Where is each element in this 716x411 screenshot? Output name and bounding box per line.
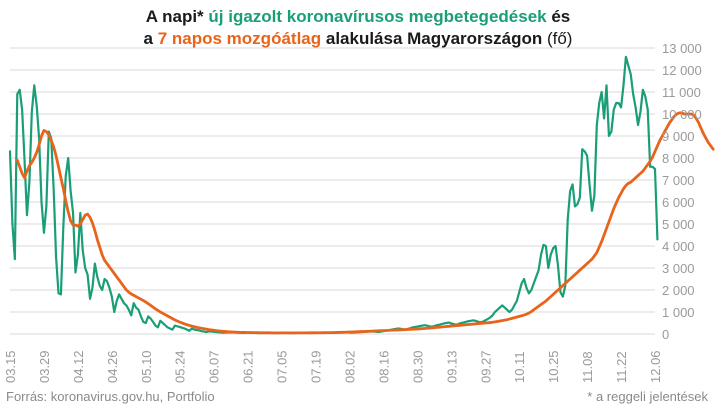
y-tick-label: 1 000	[662, 305, 695, 320]
chart-title: A napi* új igazolt koronavírusos megbete…	[0, 6, 716, 50]
title-line-1: A napi* új igazolt koronavírusos megbete…	[0, 6, 716, 28]
y-tick-label: 0	[662, 327, 669, 342]
x-tick-label: 07.05	[275, 350, 290, 383]
y-tick-label: 5 000	[662, 217, 695, 232]
x-tick-label: 07.19	[309, 350, 324, 383]
y-axis-ticks: 0 1 000 2 000 3 000 4 000 5 000 6 000 7 000 8 00…	[662, 41, 702, 342]
y-tick-label: 4 000	[662, 239, 695, 254]
gridlines	[10, 47, 655, 335]
moving-average-line	[15, 111, 715, 335]
x-tick-label: 08.02	[342, 350, 357, 383]
y-tick-label: 2 000	[662, 283, 695, 298]
y-tick-label: 6 000	[662, 195, 695, 210]
title-daily-highlight: új igazolt koronavírusos megbetegedések	[208, 7, 547, 26]
y-tick-label: 12 000	[662, 63, 702, 78]
x-tick-label: 08.16	[376, 350, 391, 383]
x-tick-label: 03.15	[3, 350, 18, 383]
x-tick-label: 12.06	[648, 350, 663, 383]
x-axis-ticks: 03.15 03.29 04.12 04.26 05.10 05.24 06.07 06.21…	[3, 350, 663, 383]
y-tick-label: 11 000	[662, 85, 701, 100]
x-tick-label: 10.11	[512, 351, 527, 383]
y-tick-label: 9 000	[662, 129, 695, 144]
x-tick-label: 05.10	[139, 350, 154, 383]
x-tick-label: 06.07	[207, 350, 222, 383]
x-tick-label: 04.26	[105, 350, 120, 383]
x-tick-label: 11.22	[614, 351, 629, 383]
title-line-2: a 7 napos mozgóátlag alakulása Magyarors…	[0, 28, 716, 50]
title-text: és	[546, 7, 571, 26]
x-tick-label: 03.29	[37, 350, 52, 383]
y-tick-label: 13 000	[662, 41, 702, 56]
title-unit: (fő)	[542, 29, 573, 48]
title-text: A napi*	[145, 7, 209, 26]
y-tick-label: 7 000	[662, 173, 695, 188]
y-tick-label: 3 000	[662, 261, 695, 276]
y-tick-label: 10 000	[662, 107, 702, 122]
daily-cases-line	[8, 55, 659, 335]
x-tick-label: 11.08	[580, 351, 595, 383]
x-tick-label: 10.25	[546, 350, 561, 383]
title-average-highlight: 7 napos mozgóátlag	[157, 29, 322, 48]
x-tick-label: 09.27	[478, 350, 493, 383]
series-layer	[8, 55, 715, 335]
title-text: a	[143, 29, 158, 48]
x-tick-label: 06.21	[241, 350, 256, 383]
title-text: alakulása Magyarországon	[321, 29, 543, 48]
footnote: * a reggeli jelentések	[587, 389, 708, 404]
x-tick-label: 08.30	[410, 350, 425, 383]
source-note: Forrás: koronavirus.gov.hu, Portfolio	[6, 389, 215, 404]
x-tick-label: 05.24	[173, 350, 188, 383]
x-tick-label: 04.12	[71, 350, 86, 383]
y-tick-label: 8 000	[662, 151, 695, 166]
x-tick-label: 09.13	[444, 350, 459, 383]
